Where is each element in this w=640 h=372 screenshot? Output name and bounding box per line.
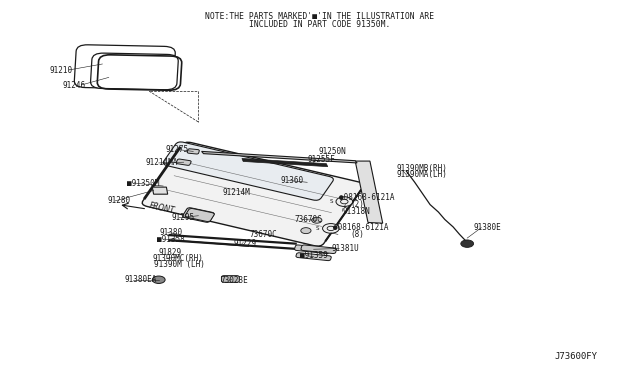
Text: 91214M: 91214M — [223, 188, 250, 197]
FancyBboxPatch shape — [294, 245, 330, 254]
Text: FRONT: FRONT — [148, 201, 176, 215]
Text: S: S — [316, 226, 319, 231]
Polygon shape — [202, 151, 357, 163]
FancyBboxPatch shape — [182, 208, 214, 222]
Text: 91210: 91210 — [50, 66, 73, 75]
Text: 73023E: 73023E — [221, 276, 248, 285]
Text: ■91359: ■91359 — [300, 251, 327, 260]
Text: 91390MC(RH): 91390MC(RH) — [152, 254, 203, 263]
Text: 73670C: 73670C — [250, 230, 277, 239]
Circle shape — [323, 224, 339, 233]
Text: 91380: 91380 — [160, 228, 183, 237]
Text: 91829: 91829 — [159, 248, 182, 257]
Text: ■91350M: ■91350M — [127, 179, 159, 187]
FancyBboxPatch shape — [185, 208, 214, 222]
Text: 91295: 91295 — [172, 213, 195, 222]
FancyBboxPatch shape — [221, 276, 239, 282]
Text: 91250N: 91250N — [319, 147, 346, 156]
Text: 91360: 91360 — [280, 176, 303, 185]
FancyBboxPatch shape — [74, 45, 175, 89]
FancyBboxPatch shape — [142, 142, 364, 246]
Text: 91390MA(LH): 91390MA(LH) — [397, 170, 447, 179]
Polygon shape — [152, 187, 168, 194]
Polygon shape — [355, 161, 383, 223]
Text: INCLUDED IN PART CODE 91350M.: INCLUDED IN PART CODE 91350M. — [250, 20, 390, 29]
Text: ■91358: ■91358 — [157, 235, 184, 244]
Text: 91275: 91275 — [165, 145, 188, 154]
Circle shape — [152, 276, 165, 283]
Text: 91255F: 91255F — [307, 155, 335, 164]
FancyBboxPatch shape — [188, 149, 199, 154]
Text: 73670C: 73670C — [294, 215, 322, 224]
Circle shape — [189, 211, 202, 219]
FancyBboxPatch shape — [296, 253, 332, 261]
Text: J73600FY: J73600FY — [554, 352, 598, 361]
FancyBboxPatch shape — [90, 53, 179, 90]
Text: 91380E: 91380E — [474, 223, 501, 232]
Text: 91390M (LH): 91390M (LH) — [154, 260, 205, 269]
Text: 91318N: 91318N — [342, 207, 370, 216]
FancyBboxPatch shape — [176, 159, 191, 166]
Text: 91280: 91280 — [108, 196, 131, 205]
Text: NOTE:THE PARTS MARKED'■'IN THE ILLUSTRATION ARE: NOTE:THE PARTS MARKED'■'IN THE ILLUSTRAT… — [205, 12, 435, 21]
Circle shape — [461, 240, 474, 247]
Text: 91214MA: 91214MA — [146, 158, 179, 167]
Text: S: S — [330, 199, 333, 204]
Text: ●08168-6121A: ●08168-6121A — [339, 193, 395, 202]
Text: 91380EA: 91380EA — [125, 275, 157, 284]
Text: 91381U: 91381U — [332, 244, 359, 253]
Text: (2): (2) — [351, 200, 365, 209]
Text: (8): (8) — [351, 230, 365, 239]
FancyBboxPatch shape — [301, 245, 337, 254]
Text: 91229: 91229 — [234, 239, 257, 248]
Circle shape — [312, 217, 322, 223]
Text: 91246: 91246 — [63, 81, 86, 90]
FancyBboxPatch shape — [163, 142, 333, 200]
Circle shape — [301, 228, 311, 234]
Text: 91390MB(RH): 91390MB(RH) — [397, 164, 447, 173]
Circle shape — [336, 197, 353, 206]
Polygon shape — [242, 158, 328, 167]
Text: ●08168-6121A: ●08168-6121A — [333, 223, 388, 232]
